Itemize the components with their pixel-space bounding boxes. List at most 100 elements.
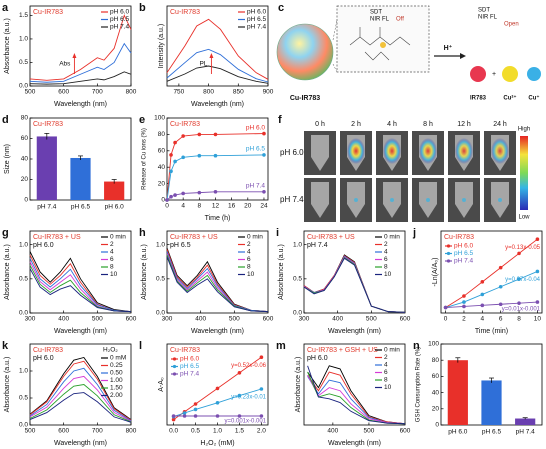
legend-label: 4	[247, 249, 251, 256]
colorbar	[520, 136, 528, 210]
y-tick-label: 1.0	[19, 36, 28, 43]
x-tick-label: 8	[198, 203, 202, 210]
signal	[498, 198, 502, 202]
series-line	[307, 365, 406, 425]
panel-letter: c	[278, 2, 284, 14]
series-line	[29, 14, 132, 81]
x-axis-label: Time (min)	[475, 328, 508, 335]
bar	[515, 418, 536, 425]
data-point	[181, 155, 185, 160]
legend-label: pH 6.5	[247, 16, 267, 23]
data-point	[443, 305, 448, 310]
data-point	[259, 414, 264, 418]
data-point	[213, 190, 218, 194]
y-tick-label: 0.5	[19, 59, 28, 66]
data-point	[182, 411, 187, 415]
data-point	[165, 198, 169, 202]
legend-marker	[172, 357, 177, 361]
data-point	[173, 193, 177, 197]
state-label: NIR FL	[478, 15, 498, 21]
nanoparticle	[276, 23, 334, 81]
panel-letter: e	[139, 114, 145, 126]
legend-label: 0 min	[247, 234, 263, 241]
chart-title: Cu-IR783 + US	[307, 234, 355, 241]
y-tick-label: 80	[432, 357, 440, 364]
series-line	[29, 367, 132, 422]
x-tick-label: 10	[534, 316, 542, 323]
panel-letter: i	[276, 227, 279, 239]
legend-label: 2	[384, 354, 388, 361]
x-axis-label: Wavelength (nm)	[328, 328, 381, 335]
series-line	[166, 48, 269, 83]
x-tick-label: 2	[462, 316, 466, 323]
x-tick-label: 300	[162, 316, 173, 323]
legend-label: 8	[384, 377, 388, 384]
row-label: pH 7.4	[280, 195, 304, 204]
data-point	[169, 153, 173, 157]
scheme: c Cu-IR783 SDT NIR FL Off H⁺ SDT NIR FL …	[276, 2, 541, 102]
legend-label: pH 7.4	[246, 183, 266, 190]
series-line	[29, 42, 132, 83]
chart-title: Cu-IR783	[444, 234, 474, 241]
legend-marker	[446, 259, 451, 263]
x-tick-label: 500	[229, 316, 240, 323]
y-axis-label: Absorbance (a.u.)	[295, 357, 302, 413]
series-line	[29, 268, 132, 313]
series-line	[166, 65, 269, 84]
x-tick-label: 400	[332, 316, 343, 323]
series-line	[307, 374, 406, 425]
structure-box	[336, 5, 430, 73]
fit-equation: y=0.13x-0.05	[505, 245, 541, 251]
data-point	[213, 132, 218, 137]
chart-subtitle: pH 6.0	[33, 242, 54, 249]
time-label: 24 h	[493, 121, 507, 128]
x-tick-label: 850	[233, 89, 244, 96]
x-tick-label: 6	[499, 316, 503, 323]
legend-label: 2.00	[110, 392, 123, 399]
legend-label: pH 6.0	[246, 124, 266, 131]
data-point	[193, 402, 198, 406]
legend-label: 6	[247, 256, 251, 263]
x-tick-label: 600	[400, 316, 411, 323]
x-tick-label: 24	[260, 203, 268, 210]
legend-label: 8	[384, 264, 388, 271]
imaging: f High Low 0 h 2 h 4 h 8 h 12 h 24 h pH 6.0 pH …	[278, 114, 530, 222]
product-sphere	[527, 67, 541, 81]
data-point	[262, 190, 266, 194]
plot-frame	[166, 117, 269, 201]
data-point	[462, 300, 466, 304]
bar	[104, 181, 125, 200]
legend-label: 6	[384, 256, 388, 263]
series-line	[173, 356, 262, 420]
x-tick-label: 700	[92, 428, 103, 435]
time-label: 2 h	[351, 121, 361, 128]
x-tick-label: 700	[92, 89, 103, 96]
panel-letter: j	[412, 227, 416, 239]
y-tick-label: 1.0	[19, 241, 28, 248]
y-tick-label: 80	[158, 131, 166, 138]
x-tick-label: 500	[25, 89, 36, 96]
data-point	[197, 190, 202, 195]
y-tick-label: 20	[21, 176, 29, 183]
legend-marker	[172, 372, 177, 376]
data-point	[237, 393, 242, 398]
data-point	[259, 387, 264, 391]
y-axis-label: Absorbance (a.u.)	[141, 244, 148, 300]
series-line	[445, 301, 538, 308]
y-tick-label: 0.5	[19, 395, 28, 402]
y-axis-label: A-A₀	[158, 377, 165, 392]
legend-label: 4	[384, 249, 388, 256]
legend-label: 2	[247, 241, 251, 248]
series-line	[29, 261, 132, 313]
legend-label: pH 7.4	[180, 371, 200, 378]
legend-label: 8	[110, 264, 114, 271]
x-tick-label: 750	[173, 89, 184, 96]
x-axis-label: Wavelength (nm)	[54, 101, 107, 108]
signal	[383, 138, 401, 164]
data-point	[498, 284, 503, 289]
annotation: Abs	[59, 61, 71, 68]
chart-subtitle: pH 7.4	[307, 242, 328, 249]
chart-title: Cu-IR783 + US	[33, 234, 81, 241]
